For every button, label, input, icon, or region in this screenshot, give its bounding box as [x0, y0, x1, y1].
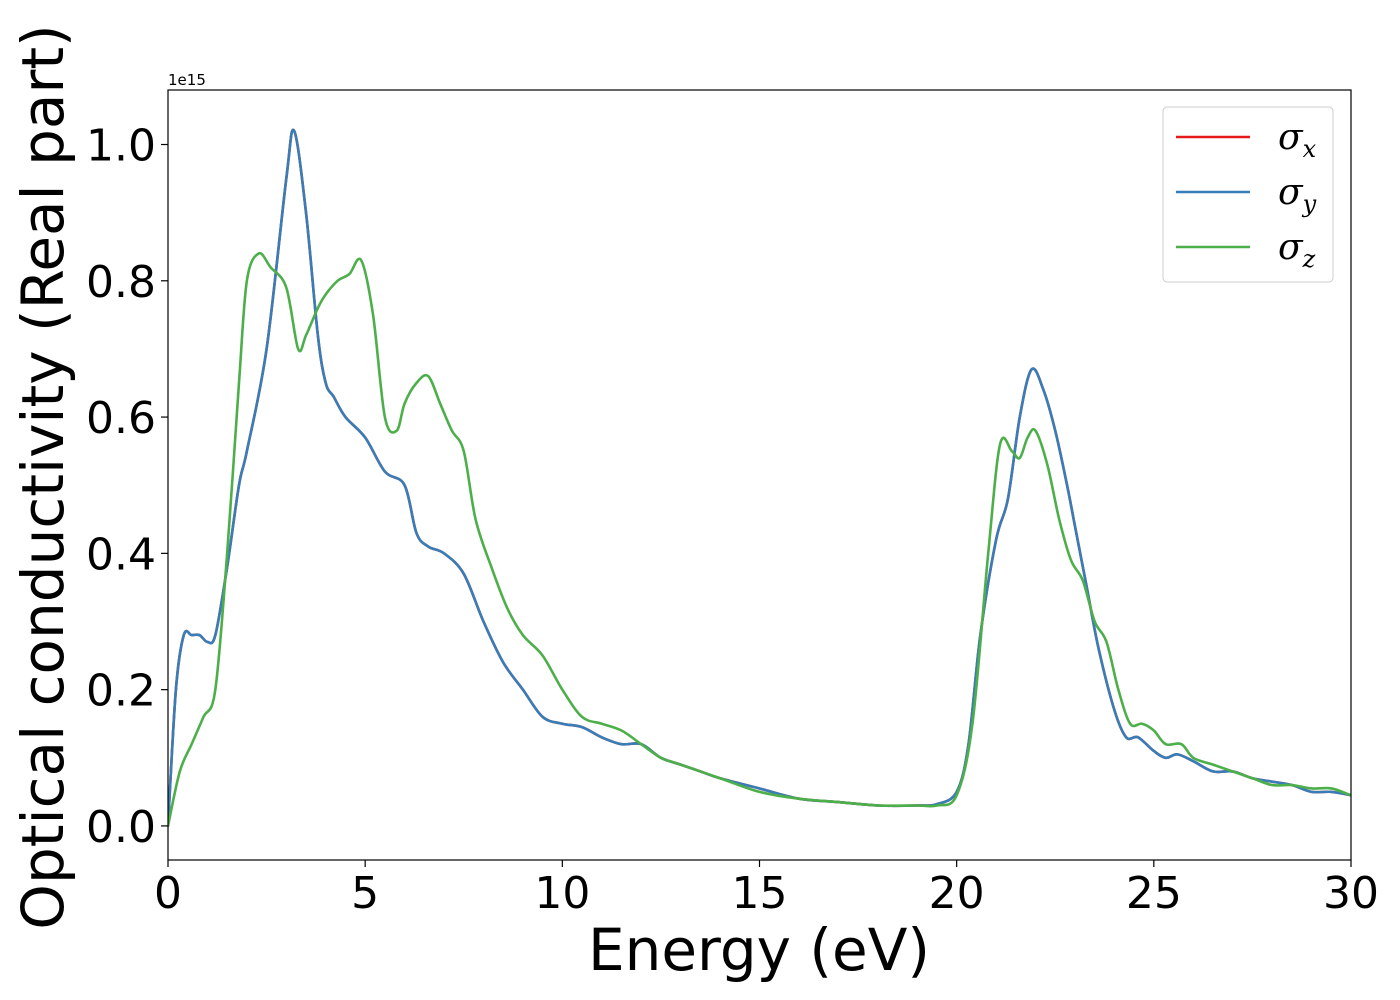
series-line-z [168, 251, 1351, 828]
x-tick-label: 10 [534, 868, 590, 919]
y-axis-ticks: 0.0 0.2 0.4 0.6 0.8 1.0 [86, 121, 168, 853]
y-tick-label: 0.6 [86, 393, 156, 444]
x-tick-label: 20 [929, 868, 985, 919]
series-lines [168, 128, 1351, 828]
legend-label-y: σy [1278, 172, 1317, 218]
y-axis-offset-text: 1e15 [168, 71, 206, 89]
x-axis-title: Energy (eV) [588, 916, 930, 984]
x-tick-label: 30 [1323, 868, 1379, 919]
legend-label-x: σx [1278, 117, 1317, 163]
legend-label-subscript: z [1302, 245, 1316, 273]
x-tick-label: 15 [732, 868, 788, 919]
y-tick-label: 0.0 [86, 802, 156, 853]
x-axis-ticks: 0 5 10 15 20 25 30 [154, 860, 1379, 919]
legend-label-z: σz [1278, 227, 1316, 273]
legend-label-symbol: σ [1278, 227, 1304, 268]
legend-label-subscript: y [1302, 190, 1317, 218]
y-tick-label: 0.2 [86, 666, 156, 717]
x-tick-label: 25 [1126, 868, 1182, 919]
legend-box [1162, 106, 1334, 283]
legend-label-symbol: σ [1278, 117, 1304, 158]
x-tick-label: 5 [351, 868, 379, 919]
legend-label-subscript: x [1303, 135, 1317, 163]
series-layer [168, 128, 1351, 828]
legend-label-symbol: σ [1278, 172, 1304, 213]
y-axis-title: Optical conductivity (Real part) [9, 24, 77, 929]
y-tick-label: 1.0 [86, 121, 156, 172]
y-tick-label: 0.4 [86, 529, 156, 580]
y-tick-label: 0.8 [86, 257, 156, 308]
x-tick-label: 0 [154, 868, 182, 919]
